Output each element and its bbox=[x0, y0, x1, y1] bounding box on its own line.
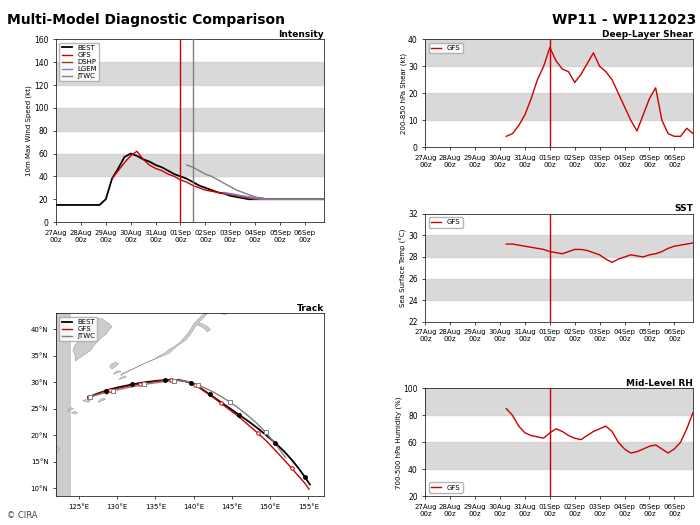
Polygon shape bbox=[25, 443, 60, 488]
Polygon shape bbox=[98, 398, 106, 402]
Bar bbox=[56, 108, 323, 131]
Legend: BEST, GFS, JTWC: BEST, GFS, JTWC bbox=[60, 317, 97, 341]
Polygon shape bbox=[106, 390, 113, 395]
Legend: BEST, GFS, DSHP, LGEM, JTWC: BEST, GFS, DSHP, LGEM, JTWC bbox=[60, 43, 99, 81]
Text: Mid-Level RH: Mid-Level RH bbox=[626, 379, 693, 387]
Text: Intensity: Intensity bbox=[278, 29, 323, 39]
Bar bbox=[426, 442, 693, 469]
Polygon shape bbox=[113, 371, 121, 374]
Polygon shape bbox=[71, 412, 78, 414]
Bar bbox=[426, 39, 693, 66]
Y-axis label: 700-500 hPa Humidity (%): 700-500 hPa Humidity (%) bbox=[395, 396, 402, 489]
Legend: GFS: GFS bbox=[429, 217, 463, 227]
Polygon shape bbox=[197, 323, 211, 332]
Legend: GFS: GFS bbox=[429, 482, 463, 492]
Polygon shape bbox=[119, 376, 127, 380]
Text: WP11 - WP112023: WP11 - WP112023 bbox=[552, 13, 696, 27]
Bar bbox=[426, 388, 693, 415]
Polygon shape bbox=[73, 319, 112, 361]
Text: © CIRA: © CIRA bbox=[7, 511, 38, 520]
Polygon shape bbox=[41, 407, 55, 427]
Text: SST: SST bbox=[674, 204, 693, 213]
Text: Track: Track bbox=[296, 303, 323, 313]
Y-axis label: 10m Max Wind Speed (kt): 10m Max Wind Speed (kt) bbox=[26, 86, 32, 176]
Polygon shape bbox=[67, 408, 74, 412]
Bar bbox=[56, 311, 71, 496]
Bar bbox=[426, 93, 693, 120]
Text: Multi-Model Diagnostic Comparison: Multi-Model Diagnostic Comparison bbox=[7, 13, 285, 27]
Polygon shape bbox=[83, 399, 90, 402]
Text: Deep-Layer Shear: Deep-Layer Shear bbox=[602, 29, 693, 39]
Bar bbox=[426, 235, 693, 257]
Bar bbox=[56, 62, 323, 85]
Polygon shape bbox=[216, 307, 230, 314]
Bar bbox=[426, 279, 693, 300]
Y-axis label: Sea Surface Temp (°C): Sea Surface Temp (°C) bbox=[400, 228, 407, 307]
Polygon shape bbox=[121, 313, 207, 376]
Bar bbox=[56, 153, 323, 176]
Polygon shape bbox=[109, 362, 119, 369]
Y-axis label: 200-850 hPa Shear (kt): 200-850 hPa Shear (kt) bbox=[400, 52, 407, 134]
Legend: GFS: GFS bbox=[429, 43, 463, 53]
